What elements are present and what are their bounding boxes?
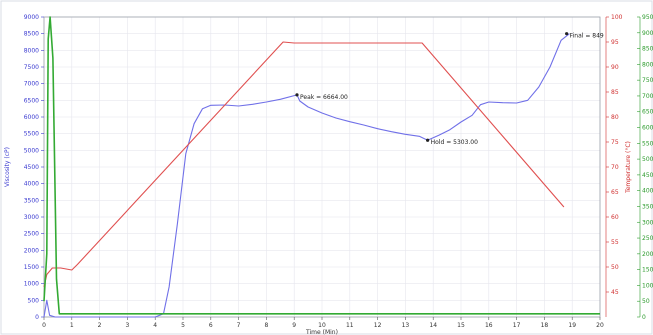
- left-axis-tick-label: 7500: [24, 64, 39, 71]
- outer-axis-tick-label: 50: [642, 298, 650, 305]
- left-axis-tick-label: 2000: [24, 247, 39, 254]
- left-axis-tick-label: 5000: [24, 147, 39, 154]
- outer-axis-tick-label: 650: [642, 109, 653, 116]
- outer-axis-tick-label: 600: [642, 125, 653, 132]
- outer-axis-tick-label: 350: [642, 203, 653, 210]
- left-axis-tick-label: 4500: [24, 164, 39, 171]
- annotation-marker: [426, 138, 430, 142]
- annotation-label: Peak = 6664.00: [300, 94, 348, 101]
- outer-axis-tick-label: 400: [642, 188, 653, 195]
- x-axis-tick-label: 15: [457, 322, 465, 329]
- annotation-marker: [295, 93, 299, 97]
- left-axis-tick-label: 6000: [24, 114, 39, 121]
- x-axis-tick-label: 2: [98, 322, 102, 329]
- x-axis-tick-label: 17: [513, 322, 521, 329]
- temperature-axis-tick-label: 45: [611, 289, 619, 296]
- temperature-axis-tick-label: 55: [611, 239, 619, 246]
- x-axis-tick-label: 0: [42, 322, 46, 329]
- x-axis-tick-label: 16: [485, 322, 493, 329]
- x-axis-tick-label: 7: [237, 322, 241, 329]
- outer-axis-tick-label: 950: [642, 14, 653, 21]
- left-axis-tick-label: 4000: [24, 181, 39, 188]
- temperature-axis-tick-label: 75: [611, 139, 619, 146]
- x-axis-tick-label: 18: [541, 322, 549, 329]
- outer-axis-tick-label: 800: [642, 61, 653, 68]
- temperature-axis-tick-label: 85: [611, 89, 619, 96]
- annotation-label: Final = 849: [570, 33, 604, 40]
- x-axis-tick-label: 10: [318, 322, 326, 329]
- outer-axis-tick-label: 850: [642, 46, 653, 53]
- outer-axis-tick-label: 200: [642, 251, 653, 258]
- x-axis-tick-label: 12: [374, 322, 382, 329]
- x-axis-tick-label: 11: [346, 322, 354, 329]
- outer-axis-tick-label: 450: [642, 172, 653, 179]
- outer-axis-tick-label: 550: [642, 140, 653, 147]
- left-axis-tick-label: 3500: [24, 197, 39, 204]
- temperature-axis-tick-label: 60: [611, 214, 619, 221]
- left-axis-tick-label: 500: [28, 297, 40, 304]
- outer-axis-tick-label: 700: [642, 93, 653, 100]
- temperature-axis-tick-label: 95: [611, 39, 619, 46]
- x-axis-tick-label: 13: [402, 322, 410, 329]
- temperature-axis-tick-label: 50: [611, 264, 619, 271]
- left-axis-tick-label: 2500: [24, 231, 39, 238]
- left-axis-title: Viscosity (cP): [4, 147, 11, 187]
- temperature-axis-title: Temperature (°C): [625, 141, 632, 194]
- x-axis-tick-label: 3: [125, 322, 129, 329]
- left-axis-tick-label: 8500: [24, 31, 39, 38]
- temperature-axis-tick-label: 100: [611, 14, 623, 21]
- outer-axis-tick-label: 250: [642, 235, 653, 242]
- left-axis-tick-label: 1500: [24, 264, 39, 271]
- temperature-axis-tick-label: 70: [611, 164, 619, 171]
- outer-axis-tick-label: 0: [642, 314, 646, 321]
- outer-axis-tick-label: 150: [642, 267, 653, 274]
- annotation-label: Hold = 5303.00: [431, 139, 478, 146]
- annotation-marker: [565, 32, 569, 36]
- left-axis-tick-label: 8000: [24, 47, 39, 54]
- left-axis-tick-label: 7000: [24, 81, 39, 88]
- outer-axis-tick-label: 100: [642, 282, 653, 289]
- x-axis-tick-label: 14: [429, 322, 437, 329]
- x-axis-tick-label: 1: [70, 322, 74, 329]
- left-axis-tick-label: 9000: [24, 14, 39, 21]
- left-axis-tick-label: 5500: [24, 131, 39, 138]
- outer-axis-tick-label: 900: [642, 30, 653, 37]
- x-axis-tick-label: 6: [209, 322, 213, 329]
- viscosity-series-line: [43, 33, 570, 318]
- outer-axis-tick-label: 300: [642, 219, 653, 226]
- x-axis-tick-label: 20: [596, 322, 604, 329]
- outer-axis-tick-label: 500: [642, 156, 653, 163]
- x-axis-tick-label: 4: [153, 322, 157, 329]
- stir-speed-series-line: [43, 16, 600, 315]
- x-axis-tick-label: 19: [568, 322, 576, 329]
- x-axis-tick-label: 5: [181, 322, 185, 329]
- x-axis-tick-label: 8: [264, 322, 268, 329]
- left-axis-tick-label: 0: [35, 314, 39, 321]
- left-axis-tick-label: 6500: [24, 97, 39, 104]
- temperature-series-line: [43, 41, 565, 288]
- left-axis-tick-label: 3000: [24, 214, 39, 221]
- outer-axis-tick-label: 750: [642, 77, 653, 84]
- x-axis-tick-label: 9: [292, 322, 296, 329]
- left-axis-tick-label: 1000: [24, 281, 39, 288]
- x-axis-title: Time (Min): [305, 329, 338, 335]
- temperature-axis-tick-label: 80: [611, 114, 619, 121]
- temperature-axis-tick-label: 65: [611, 189, 619, 196]
- temperature-axis-tick-label: 90: [611, 64, 619, 71]
